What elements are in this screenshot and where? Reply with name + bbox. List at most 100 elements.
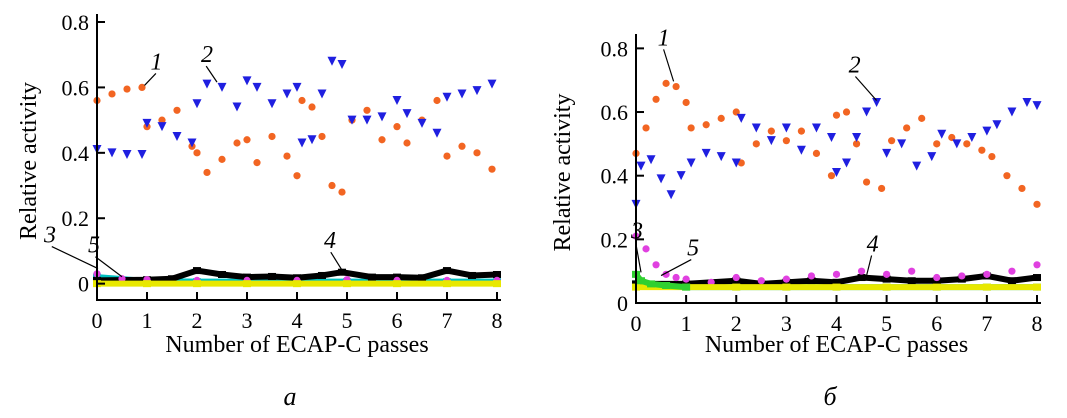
y-axis-label: Relative activity (16, 82, 42, 240)
data-point (782, 137, 790, 145)
data-point (948, 133, 956, 142)
data-point (687, 124, 695, 132)
data-point (852, 132, 862, 142)
panel-label: б (823, 382, 837, 411)
data-point (766, 136, 776, 146)
data-point (1003, 172, 1011, 180)
data-point (716, 152, 726, 162)
y-tick-label: 0.8 (62, 10, 90, 35)
data-point (982, 126, 992, 136)
data-point (142, 118, 152, 128)
annotation-leader (854, 76, 878, 101)
data-point (717, 114, 725, 122)
data-point (158, 116, 166, 124)
data-point (442, 92, 452, 102)
data-point (983, 270, 991, 278)
x-tick-label: 5 (342, 308, 353, 333)
data-point (392, 95, 402, 105)
x-tick-label: 3 (242, 308, 253, 333)
annotation-label: 3 (43, 223, 56, 249)
x-tick-label: 0 (631, 311, 642, 336)
data-point (107, 148, 117, 158)
data-point (988, 152, 996, 161)
data-point (842, 108, 851, 116)
data-point (138, 83, 146, 92)
series-5 (632, 232, 1041, 286)
data-point (433, 96, 441, 105)
data-point (927, 152, 937, 162)
data-point (642, 124, 650, 132)
data-point (118, 275, 126, 283)
data-point (202, 79, 212, 89)
x-tick-label: 7 (442, 308, 453, 333)
data-point (646, 155, 656, 165)
data-point (736, 113, 746, 123)
data-point (676, 171, 686, 181)
panel-label: а (284, 382, 297, 411)
series-1 (632, 79, 1041, 208)
data-point (193, 149, 201, 157)
data-point (752, 140, 760, 148)
x-tick-label: 5 (881, 311, 892, 336)
chart-panel-2: 0 1 2 3 4 5 6 7 8 0 0.2 0.4 0.6 0.8 Number of ECAP-C p… (550, 25, 1043, 411)
data-point (811, 123, 821, 133)
series-band (636, 272, 1038, 287)
data-point (751, 123, 761, 133)
data-point (842, 158, 852, 168)
annotation-label: 3 (630, 218, 643, 244)
data-point (897, 139, 907, 149)
x-tick-label: 2 (192, 308, 203, 333)
data-point (377, 112, 387, 122)
data-point (252, 82, 262, 92)
data-point (963, 140, 971, 148)
annotation-label: 5 (687, 236, 699, 262)
y-tick-label: 0 (617, 291, 628, 316)
annotation-leader (865, 255, 873, 276)
data-point (908, 267, 916, 275)
data-point (883, 270, 891, 278)
data-point (958, 272, 966, 280)
series-band-5 (93, 280, 501, 288)
y-tick-label: 0.6 (62, 75, 90, 100)
annotation-leader (51, 246, 99, 270)
data-point (308, 103, 316, 111)
data-point (472, 86, 482, 96)
data-point (682, 275, 690, 283)
data-point (443, 152, 451, 160)
data-point (782, 275, 790, 283)
x-tick-label: 6 (392, 308, 403, 333)
series-band-5 (632, 283, 1041, 291)
data-point (1022, 97, 1032, 107)
data-point (857, 267, 866, 275)
data-point (1008, 267, 1016, 275)
x-tick-label: 0 (92, 308, 103, 333)
data-point (172, 131, 182, 141)
data-point (307, 135, 317, 145)
data-point (666, 190, 676, 200)
data-point (952, 139, 962, 149)
data-point (417, 118, 427, 128)
data-point (912, 161, 922, 171)
y-tick-label: 0.4 (62, 141, 90, 166)
data-point (337, 60, 347, 70)
data-point (327, 56, 337, 66)
x-tick-label: 4 (831, 311, 842, 336)
annotation-label: 4 (867, 232, 879, 258)
data-point (123, 85, 131, 93)
x-tick-label: 4 (292, 308, 303, 333)
data-point (328, 181, 336, 190)
data-point (318, 132, 326, 141)
data-point (267, 99, 277, 109)
data-point (862, 107, 872, 117)
y-tick-label: 0 (78, 272, 89, 297)
data-point (242, 76, 252, 86)
data-point (862, 178, 871, 186)
data-point (937, 129, 947, 139)
data-point (218, 155, 226, 163)
data-point (458, 142, 466, 150)
data-point (992, 120, 1002, 130)
annotation-label: 4 (324, 228, 336, 254)
data-point (393, 123, 401, 131)
data-point (731, 158, 741, 168)
